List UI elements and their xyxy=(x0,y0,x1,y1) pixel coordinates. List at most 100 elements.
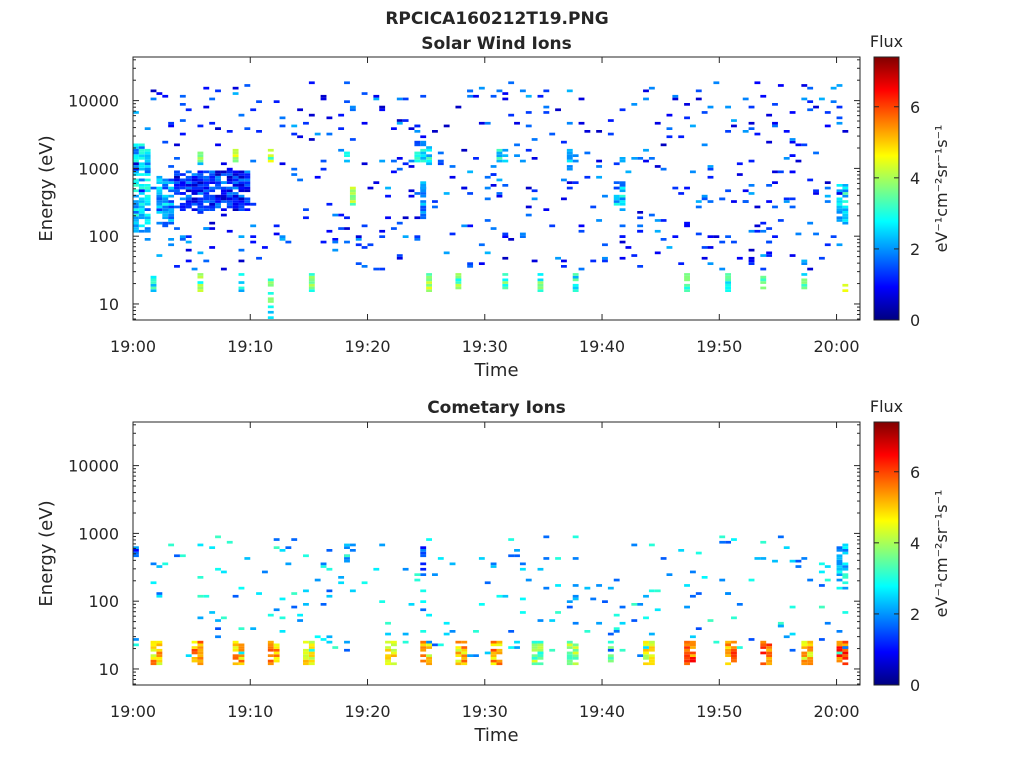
flux-pixel xyxy=(326,640,333,644)
flux-pixel xyxy=(168,216,175,220)
flux-cluster-0-pixel xyxy=(133,178,139,182)
flux-cluster-19-pixel xyxy=(426,286,433,290)
flux-pixel xyxy=(420,157,427,160)
flux-cluster-1-pixel xyxy=(162,221,169,225)
flux-pixel xyxy=(731,538,737,541)
flux-pixel xyxy=(813,105,819,109)
flux-cluster-2-pixel xyxy=(232,192,239,195)
flux-pixel xyxy=(543,557,550,560)
flux-pixel xyxy=(349,543,356,547)
flux-pixel xyxy=(185,235,192,238)
flux-cluster-2-pixel xyxy=(244,170,251,174)
flux-cluster-3-pixel xyxy=(197,154,204,157)
y-axis-label: Energy (eV) xyxy=(36,135,57,241)
flux-cluster-13-pixel xyxy=(684,657,690,660)
flux-cluster-0-pixel xyxy=(138,200,145,203)
flux-pixel xyxy=(666,135,673,139)
flux-pixel xyxy=(654,165,661,168)
flux-pixel xyxy=(654,589,661,593)
flux-cluster-2-pixel xyxy=(197,186,204,190)
flux-cluster-2-pixel xyxy=(179,186,186,190)
flux-cluster-19-pixel xyxy=(426,273,433,276)
flux-pixel xyxy=(215,143,221,147)
flux-pixel xyxy=(420,186,427,190)
flux-cluster-2-pixel xyxy=(232,648,239,652)
flux-cluster-1-pixel xyxy=(168,194,175,198)
flux-pixel xyxy=(695,200,702,203)
flux-cluster-0-pixel xyxy=(138,162,145,166)
flux-pixel xyxy=(279,549,286,552)
flux-cluster-5-pixel xyxy=(390,651,397,655)
flux-pixel xyxy=(408,165,415,168)
flux-cluster-12-pixel xyxy=(648,654,655,657)
flux-pixel xyxy=(748,105,755,109)
flux-cluster-2-pixel xyxy=(232,173,239,176)
flux-pixel xyxy=(684,221,690,225)
flux-cluster-6-pixel xyxy=(420,648,427,652)
flux-cluster-3-pixel xyxy=(267,662,274,666)
flux-pixel xyxy=(795,232,802,236)
flux-cluster-13-pixel xyxy=(836,216,843,220)
flux-cluster-17-pixel xyxy=(267,281,274,284)
flux-cluster-15-pixel xyxy=(197,289,204,292)
flux-cluster-13-pixel xyxy=(689,654,696,657)
flux-pixel xyxy=(514,646,520,649)
flux-pixel xyxy=(684,103,690,106)
flux-cluster-9-pixel xyxy=(420,181,427,184)
flux-cluster-0-pixel xyxy=(150,643,157,647)
flux-pixel xyxy=(490,94,497,98)
flux-cluster-21-pixel xyxy=(842,581,849,585)
flux-pixel xyxy=(766,140,773,144)
flux-cluster-13-pixel xyxy=(842,205,849,209)
flux-cluster-10-pixel xyxy=(572,654,579,657)
flux-pixel xyxy=(736,646,743,649)
flux-pixel xyxy=(519,562,526,566)
flux-pixel xyxy=(531,138,538,141)
flux-cluster-1-pixel xyxy=(197,662,204,666)
flux-pixel xyxy=(543,89,550,93)
flux-cluster-12-pixel xyxy=(648,646,655,649)
flux-pixel xyxy=(836,121,843,125)
flux-cluster-21-pixel xyxy=(842,586,849,590)
flux-cluster-8-pixel xyxy=(420,154,427,157)
flux-cluster-17-pixel xyxy=(267,316,274,319)
flux-cluster-26-pixel xyxy=(760,286,767,290)
flux-cluster-7-pixel xyxy=(461,654,468,657)
flux-pixel xyxy=(519,232,526,236)
flux-pixel xyxy=(250,240,257,244)
flux-pixel xyxy=(707,619,714,622)
flux-pixel xyxy=(824,186,831,190)
flux-pixel xyxy=(250,224,257,228)
flux-cluster-8-pixel xyxy=(420,148,427,152)
flux-pixel xyxy=(707,167,714,171)
flux-pixel xyxy=(361,92,368,95)
flux-pixel xyxy=(220,162,227,166)
flux-pixel xyxy=(226,229,233,233)
flux-pixel xyxy=(736,173,743,176)
flux-pixel xyxy=(332,240,339,244)
flux-cluster-0-pixel xyxy=(133,216,139,220)
flux-pixel xyxy=(402,567,409,571)
flux-cluster-2-pixel xyxy=(232,662,239,666)
flux-cluster-2-pixel xyxy=(174,181,180,184)
flux-cluster-0-pixel xyxy=(133,229,139,233)
flux-cluster-2-pixel xyxy=(232,178,239,182)
flux-pixel xyxy=(772,103,778,106)
flux-cluster-16-pixel xyxy=(801,659,808,663)
flux-cluster-1-pixel xyxy=(197,648,204,652)
flux-pixel xyxy=(519,235,526,238)
flux-pixel xyxy=(807,267,814,271)
flux-pixel xyxy=(238,113,245,117)
flux-cluster-14-pixel xyxy=(150,281,157,284)
flux-pixel xyxy=(619,621,626,625)
flux-cluster-16-pixel xyxy=(807,654,814,657)
flux-cluster-16-pixel xyxy=(807,646,814,649)
flux-cluster-3-pixel xyxy=(267,640,274,644)
flux-pixel xyxy=(836,630,843,633)
flux-cluster-2-pixel xyxy=(244,208,251,211)
flux-pixel xyxy=(320,638,327,641)
flux-cluster-17-pixel xyxy=(267,305,274,309)
x-tick-label: 19:10 xyxy=(227,337,273,356)
flux-pixel xyxy=(508,538,515,541)
flux-cluster-1-pixel xyxy=(168,200,175,203)
